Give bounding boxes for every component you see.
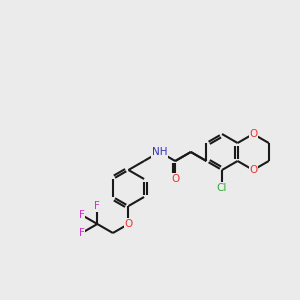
Text: O: O — [124, 219, 133, 229]
Text: NH: NH — [152, 147, 167, 157]
Text: Cl: Cl — [217, 183, 227, 193]
Text: F: F — [79, 228, 85, 238]
Text: F: F — [79, 210, 85, 220]
Text: O: O — [171, 174, 179, 184]
Text: F: F — [94, 201, 100, 211]
Text: O: O — [249, 165, 257, 175]
Text: O: O — [249, 129, 257, 139]
